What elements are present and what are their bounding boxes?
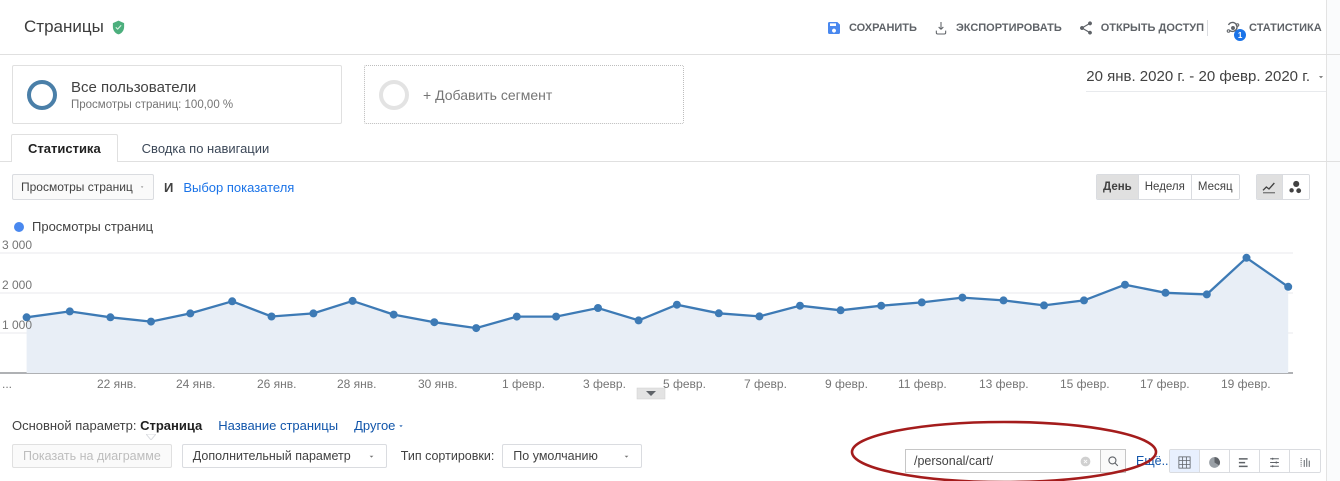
svg-text:3 февр.: 3 февр.: [583, 377, 626, 391]
svg-text:5 февр.: 5 февр.: [663, 377, 706, 391]
svg-text:13 февр.: 13 февр.: [979, 377, 1029, 391]
svg-text:...: ...: [2, 377, 12, 391]
svg-text:1 000: 1 000: [2, 318, 32, 332]
svg-text:11 февр.: 11 февр.: [898, 377, 947, 391]
svg-text:7 февр.: 7 февр.: [744, 377, 787, 391]
svg-text:24 янв.: 24 янв.: [176, 377, 216, 391]
svg-text:3 000: 3 000: [2, 238, 32, 252]
svg-text:15 февр.: 15 февр.: [1060, 377, 1110, 391]
svg-text:1 февр.: 1 февр.: [502, 377, 545, 391]
svg-text:17 февр.: 17 февр.: [1140, 377, 1190, 391]
svg-text:19 февр.: 19 февр.: [1221, 377, 1271, 391]
svg-text:2 000: 2 000: [2, 278, 32, 292]
svg-text:30 янв.: 30 янв.: [418, 377, 458, 391]
svg-text:28 янв.: 28 янв.: [337, 377, 377, 391]
svg-text:22 янв.: 22 янв.: [97, 377, 137, 391]
svg-text:26 янв.: 26 янв.: [257, 377, 297, 391]
svg-text:9 февр.: 9 февр.: [825, 377, 868, 391]
